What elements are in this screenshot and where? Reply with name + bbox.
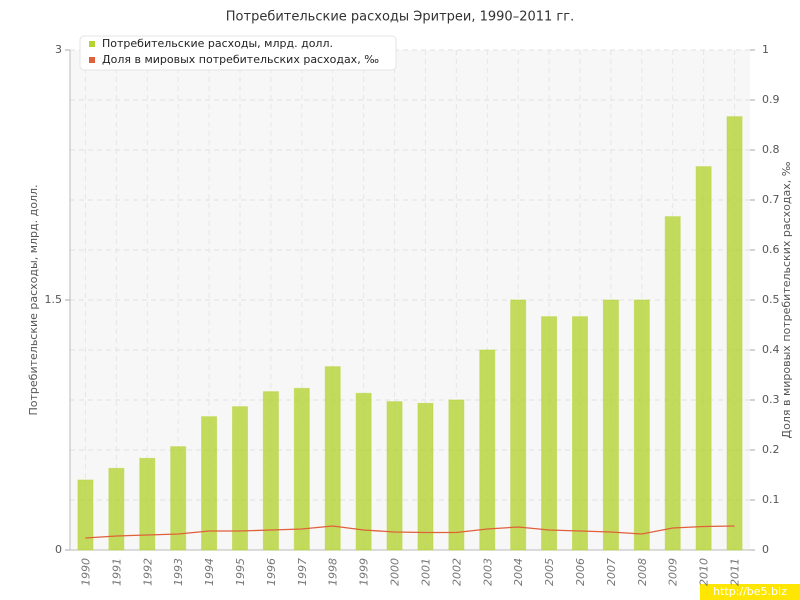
x-tick-label: 1991 — [110, 558, 123, 586]
bar — [572, 316, 588, 551]
y-tick-label: 1.5 — [45, 293, 63, 306]
x-tick-label: 2005 — [543, 558, 556, 586]
x-tick-label: 1995 — [234, 558, 247, 586]
bar — [541, 316, 558, 551]
bar — [355, 392, 372, 551]
bar — [201, 416, 218, 551]
legend: Потребительские расходы, млрд. долл. Доля… — [79, 35, 397, 71]
bar — [170, 446, 187, 551]
x-tick-label: 2009 — [667, 558, 680, 586]
y2-tick-label: 0.7 — [762, 193, 780, 206]
watermark: http://be5.biz — [713, 585, 787, 598]
bar — [726, 116, 743, 551]
bar — [633, 299, 650, 551]
x-tick-label: 1993 — [172, 558, 185, 586]
bar — [510, 299, 527, 551]
y-tick-label: 3 — [55, 43, 62, 56]
x-tick-label: 2002 — [450, 558, 463, 586]
y2-axis-title: Доля в мировых потребительских расходах,… — [780, 161, 793, 438]
x-tick-label: 1996 — [265, 558, 278, 586]
x-tick-label: 1990 — [79, 558, 92, 586]
bar — [695, 166, 712, 551]
y2-tick-label: 1 — [762, 43, 769, 56]
x-tick-label: 1997 — [296, 558, 309, 586]
x-tick-label: 2007 — [605, 558, 618, 586]
bar — [139, 457, 156, 551]
y2-tick-label: 0.1 — [762, 493, 780, 506]
bar — [479, 349, 496, 551]
bar — [417, 402, 434, 551]
bar — [324, 366, 341, 551]
x-tick-label: 1998 — [327, 558, 340, 586]
y2-tick-label: 0.2 — [762, 443, 780, 456]
x-tick-label: 2001 — [419, 558, 432, 586]
legend-swatch — [89, 57, 95, 63]
legend-swatch — [89, 41, 95, 47]
x-tick-label: 1994 — [203, 558, 216, 586]
y2-tick-label: 0.9 — [762, 93, 780, 106]
y2-tick-label: 0.5 — [762, 293, 780, 306]
bar — [232, 406, 248, 551]
line — [85, 525, 735, 539]
y-tick-label: 0 — [55, 543, 62, 556]
x-tick-label: 1999 — [358, 558, 371, 586]
x-tick-label: 2008 — [636, 558, 649, 586]
y2-tick-label: 0.6 — [762, 243, 780, 256]
y2-tick-label: 0 — [762, 543, 769, 556]
bar — [664, 216, 681, 551]
bar — [602, 299, 619, 551]
chart-title: Потребительские расходы Эритреи, 1990–20… — [226, 10, 574, 25]
x-tick-label: 2011 — [729, 558, 742, 586]
bar — [293, 387, 310, 551]
y2-tick-label: 0.4 — [762, 343, 780, 356]
x-tick-label: 2003 — [481, 558, 494, 586]
watermark-bg — [700, 584, 800, 600]
x-tick-label: 1992 — [141, 558, 154, 586]
y-axis-title: Потребительские расходы, млрд. долл. — [27, 185, 40, 416]
y2-tick-label: 0.8 — [762, 143, 780, 156]
bar — [386, 401, 403, 551]
x-tick-label: 2006 — [574, 558, 587, 586]
y2-tick-label: 0.3 — [762, 393, 780, 406]
legend-label: Потребительские расходы, млрд. долл. — [102, 37, 333, 50]
bar — [77, 479, 94, 551]
bar — [108, 467, 125, 551]
bar — [448, 399, 465, 551]
x-tick-label: 2010 — [698, 558, 711, 586]
legend-box — [79, 35, 397, 71]
bar — [262, 391, 279, 551]
x-tick-label: 2000 — [389, 558, 402, 586]
legend-label: Доля в мировых потребительских расходах,… — [102, 53, 379, 66]
x-tick-label: 2004 — [512, 558, 525, 586]
